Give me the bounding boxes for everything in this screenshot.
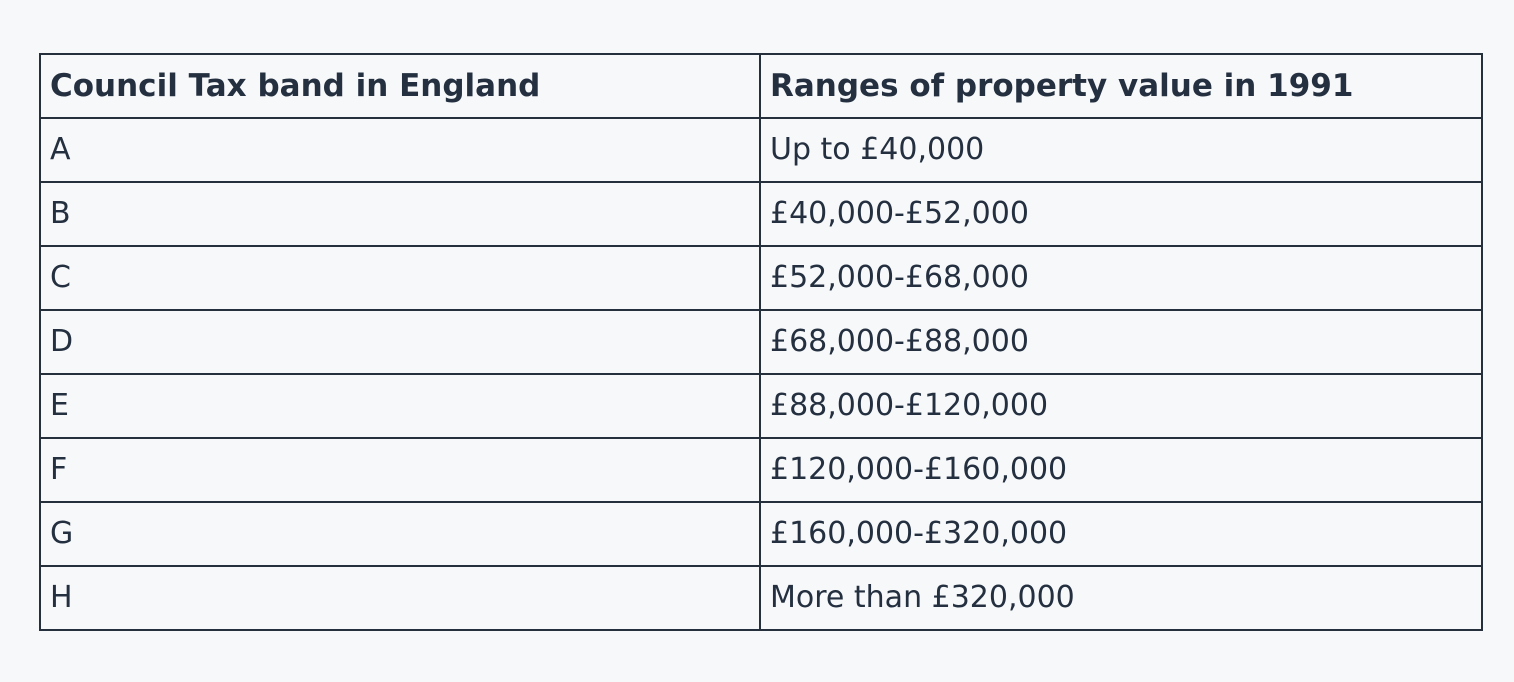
table-row: G £160,000-£320,000 xyxy=(39,501,1483,567)
value-range-cell: £68,000-£88,000 xyxy=(759,309,1483,375)
value-range-cell: £88,000-£120,000 xyxy=(759,373,1483,439)
table-row: F £120,000-£160,000 xyxy=(39,437,1483,503)
band-cell: H xyxy=(39,565,761,631)
band-cell: F xyxy=(39,437,761,503)
band-cell: D xyxy=(39,309,761,375)
table-row: A Up to £40,000 xyxy=(39,117,1483,183)
council-tax-table-container: Council Tax band in England Ranges of pr… xyxy=(39,53,1483,631)
band-cell: A xyxy=(39,117,761,183)
value-range-cell: £40,000-£52,000 xyxy=(759,181,1483,247)
value-range-cell: £120,000-£160,000 xyxy=(759,437,1483,503)
value-range-cell: £160,000-£320,000 xyxy=(759,501,1483,567)
value-range-cell: £52,000-£68,000 xyxy=(759,245,1483,311)
header-council-tax-band: Council Tax band in England xyxy=(39,53,761,119)
band-cell: B xyxy=(39,181,761,247)
band-cell: G xyxy=(39,501,761,567)
value-range-cell: More than £320,000 xyxy=(759,565,1483,631)
table-header-row: Council Tax band in England Ranges of pr… xyxy=(39,53,1483,119)
table-row: C £52,000-£68,000 xyxy=(39,245,1483,311)
header-property-value-range: Ranges of property value in 1991 xyxy=(759,53,1483,119)
value-range-cell: Up to £40,000 xyxy=(759,117,1483,183)
table-row: D £68,000-£88,000 xyxy=(39,309,1483,375)
table-row: B £40,000-£52,000 xyxy=(39,181,1483,247)
council-tax-bands-table: Council Tax band in England Ranges of pr… xyxy=(39,53,1483,631)
table-row: H More than £320,000 xyxy=(39,565,1483,631)
table-row: E £88,000-£120,000 xyxy=(39,373,1483,439)
band-cell: E xyxy=(39,373,761,439)
band-cell: C xyxy=(39,245,761,311)
